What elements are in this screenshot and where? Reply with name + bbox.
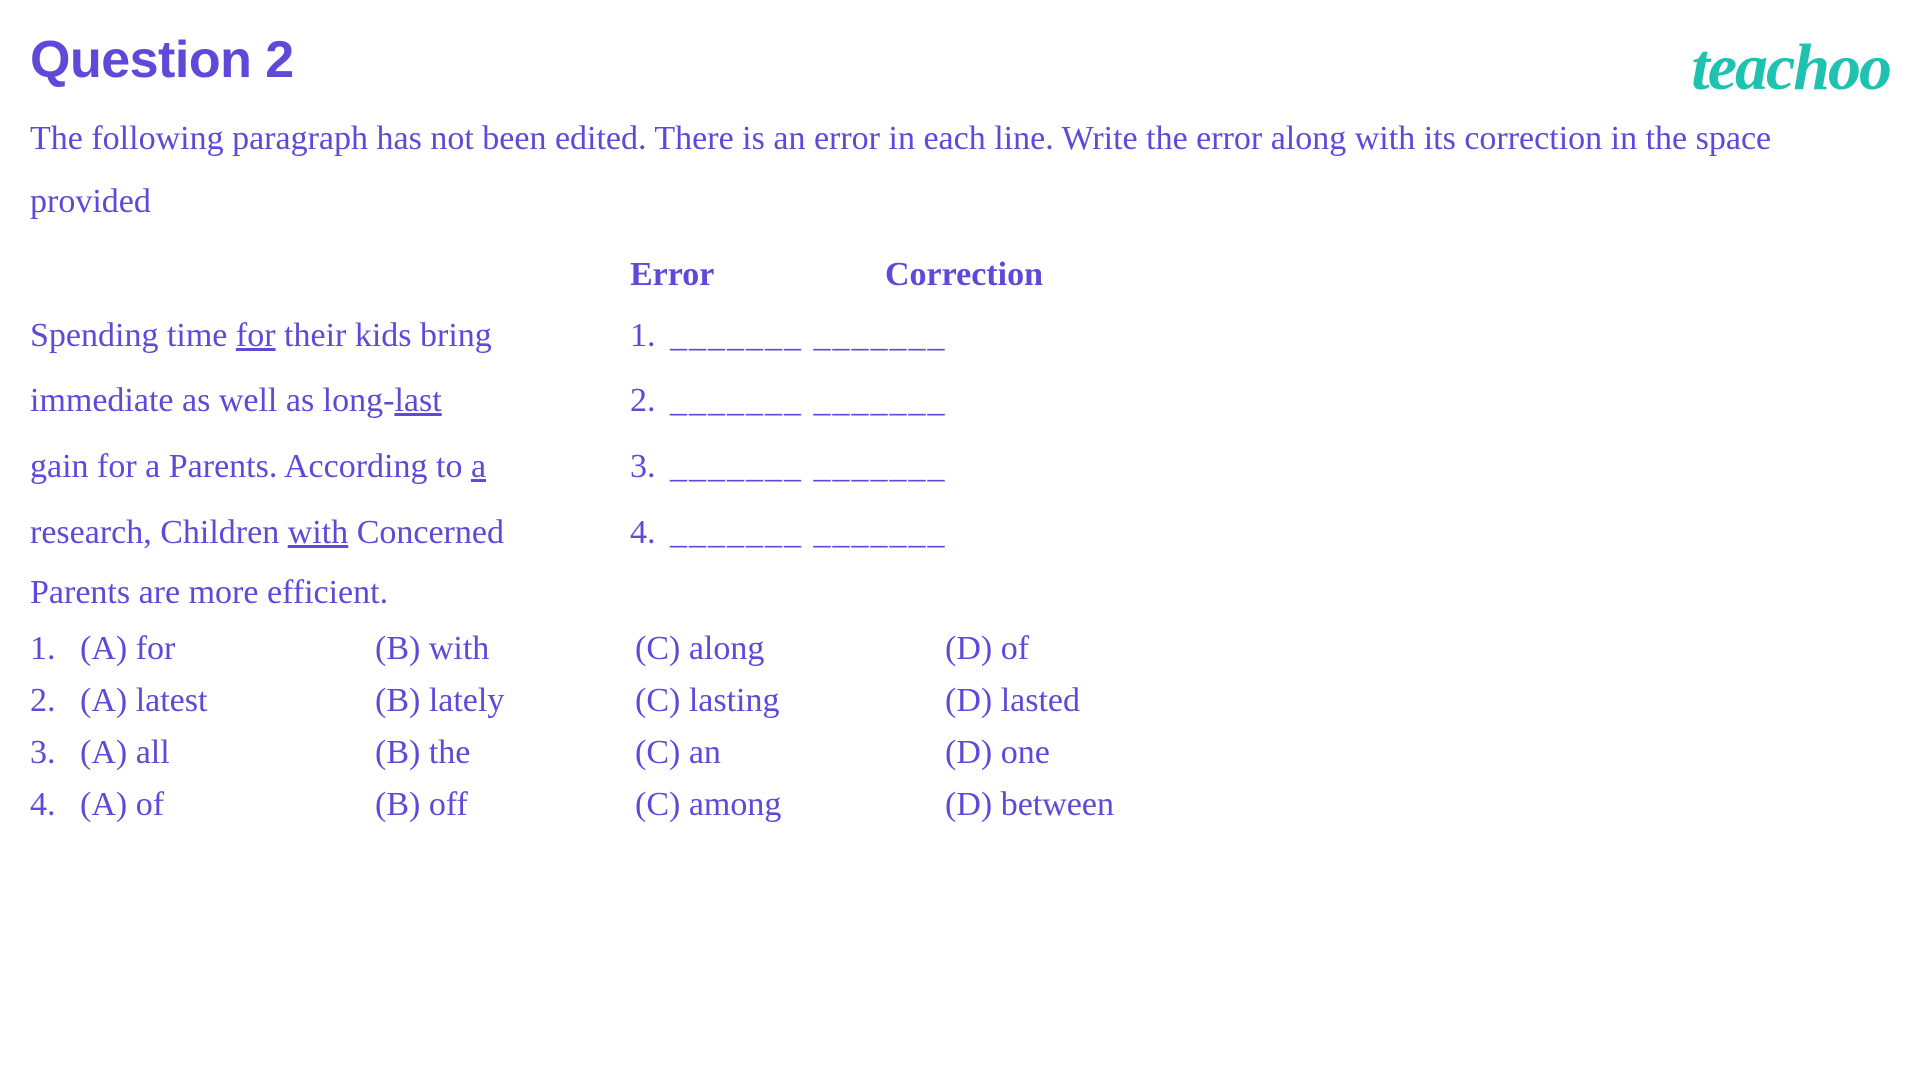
line-underlined: for xyxy=(236,317,276,354)
answer-blank: _______ _______ xyxy=(670,509,947,557)
header-error: Error xyxy=(630,256,885,294)
line-post: Concerned xyxy=(348,514,504,551)
row-number: 1. xyxy=(630,312,670,360)
line-pre: gain for a Parents. According to xyxy=(30,448,471,485)
brand-logo: teachoo xyxy=(1691,30,1890,106)
row-number: 2. xyxy=(630,377,670,425)
option-a: (A) of xyxy=(80,786,375,824)
option-row: 1. (A) for (B) with (C) along (D) of xyxy=(30,630,1890,668)
header-correction: Correction xyxy=(885,256,1145,294)
row-number: 4. xyxy=(630,509,670,557)
line-post: their kids bring xyxy=(276,317,492,354)
option-c: (C) along xyxy=(635,630,945,668)
option-b: (B) off xyxy=(375,786,635,824)
option-d: (D) of xyxy=(945,630,1245,668)
option-a: (A) for xyxy=(80,630,375,668)
option-a: (A) all xyxy=(80,734,375,772)
option-b: (B) the xyxy=(375,734,635,772)
table-row: research, Children with Concerned 4. ___… xyxy=(30,509,1890,557)
options-block: 1. (A) for (B) with (C) along (D) of 2. … xyxy=(30,630,1890,824)
error-correction-table: Error Correction Spending time for their… xyxy=(30,256,1890,612)
table-row: gain for a Parents. According to a 3. __… xyxy=(30,443,1890,491)
table-row: Spending time for their kids bring 1. __… xyxy=(30,312,1890,360)
option-row: 4. (A) of (B) off (C) among (D) between xyxy=(30,786,1890,824)
option-c: (C) lasting xyxy=(635,682,945,720)
option-number: 3. xyxy=(30,734,80,772)
header-spacer xyxy=(30,256,630,294)
paragraph-line: Spending time for their kids bring xyxy=(30,312,630,360)
row-number: 3. xyxy=(630,443,670,491)
option-d: (D) between xyxy=(945,786,1245,824)
table-header-row: Error Correction xyxy=(30,256,1890,294)
line-underlined: with xyxy=(288,514,348,551)
option-c: (C) among xyxy=(635,786,945,824)
paragraph-line: immediate as well as long-last xyxy=(30,377,630,425)
option-d: (D) one xyxy=(945,734,1245,772)
paragraph-final-line: Parents are more efficient. xyxy=(30,574,1890,612)
table-row: immediate as well as long-last 2. ______… xyxy=(30,377,1890,425)
line-underlined: a xyxy=(471,448,486,485)
line-underlined: last xyxy=(394,382,441,419)
option-c: (C) an xyxy=(635,734,945,772)
question-intro: The following paragraph has not been edi… xyxy=(30,108,1890,234)
option-b: (B) lately xyxy=(375,682,635,720)
answer-blank: _______ _______ xyxy=(670,443,947,491)
page-title: Question 2 xyxy=(30,30,1890,90)
line-pre: research, Children xyxy=(30,514,288,551)
option-number: 2. xyxy=(30,682,80,720)
option-b: (B) with xyxy=(375,630,635,668)
paragraph-line: gain for a Parents. According to a xyxy=(30,443,630,491)
line-pre: immediate as well as long- xyxy=(30,382,394,419)
option-row: 3. (A) all (B) the (C) an (D) one xyxy=(30,734,1890,772)
answer-blank: _______ _______ xyxy=(670,377,947,425)
option-row: 2. (A) latest (B) lately (C) lasting (D)… xyxy=(30,682,1890,720)
paragraph-line: research, Children with Concerned xyxy=(30,509,630,557)
option-a: (A) latest xyxy=(80,682,375,720)
answer-blank: _______ _______ xyxy=(670,312,947,360)
line-pre: Spending time xyxy=(30,317,236,354)
option-d: (D) lasted xyxy=(945,682,1245,720)
option-number: 1. xyxy=(30,630,80,668)
option-number: 4. xyxy=(30,786,80,824)
